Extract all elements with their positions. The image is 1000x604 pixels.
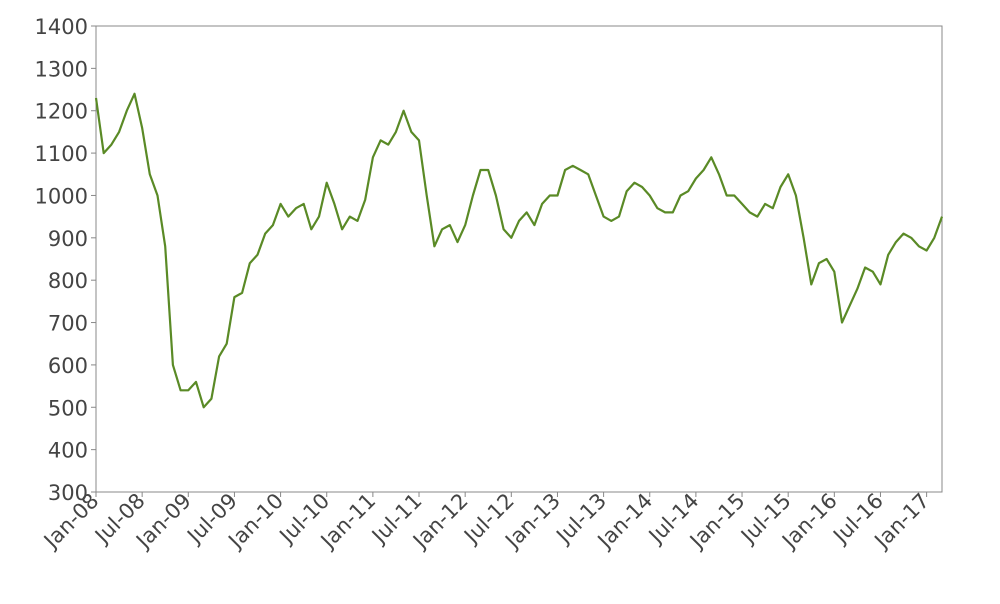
y-tick-label: 1200 [35,100,88,124]
y-tick-label: 400 [48,439,88,463]
y-tick-label: 1100 [35,142,88,166]
y-tick-label: 900 [48,227,88,251]
y-tick-label: 1400 [35,15,88,39]
y-tick-label: 700 [48,312,88,336]
y-tick-label: 1300 [35,57,88,81]
plot-frame [95,25,943,493]
y-tick-label: 600 [48,354,88,378]
y-tick-label: 800 [48,269,88,293]
y-tick-label: 300 [48,481,88,505]
y-tick-label: 500 [48,396,88,420]
data-line [94,92,944,409]
y-tick-label: 1000 [35,184,88,208]
